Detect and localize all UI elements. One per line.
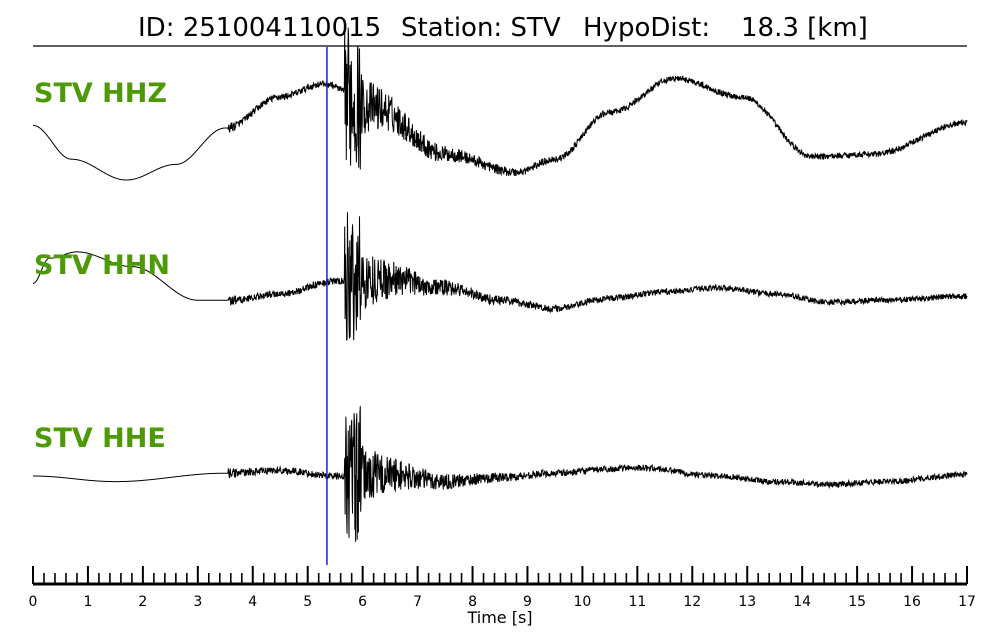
channel-labels-group: STV HHZ STV HHN STV HHE xyxy=(34,78,170,454)
tick-label-7: 7 xyxy=(413,594,422,610)
trace-stv-hhe xyxy=(33,406,968,542)
x-axis-label: Time [s] xyxy=(466,608,532,627)
traces-group xyxy=(32,24,968,542)
hypodist-label: HypoDist: xyxy=(583,13,710,43)
tick-label-0: 0 xyxy=(29,594,38,610)
tick-label-6: 6 xyxy=(358,594,367,610)
channel-label-stv-hhn: STV HHN xyxy=(34,250,170,281)
tick-label-10: 10 xyxy=(573,594,591,610)
hypodist-value: 18.3 [km] xyxy=(741,13,868,43)
tick-label-4: 4 xyxy=(248,594,257,610)
tick-label-1: 1 xyxy=(83,594,92,610)
tick-label-13: 13 xyxy=(738,594,756,610)
channel-label-stv-hhe: STV HHE xyxy=(34,423,166,454)
tick-label-15: 15 xyxy=(848,594,866,610)
tick-label-14: 14 xyxy=(793,594,811,610)
tick-label-5: 5 xyxy=(303,594,312,610)
tick-label-12: 12 xyxy=(683,594,701,610)
tick-label-3: 3 xyxy=(193,594,202,610)
event-id: ID: 251004110015 xyxy=(138,13,381,43)
channel-label-stv-hhz: STV HHZ xyxy=(34,78,167,109)
tick-label-11: 11 xyxy=(628,594,646,610)
tick-label-9: 9 xyxy=(523,594,532,610)
tick-label-8: 8 xyxy=(468,594,477,610)
tick-label-17: 17 xyxy=(958,594,976,610)
chart-title: ID: 251004110015 Station: STV HypoDist: … xyxy=(138,13,868,43)
station-name: Station: STV xyxy=(401,13,561,43)
tick-label-2: 2 xyxy=(138,594,147,610)
tick-label-16: 16 xyxy=(903,594,921,610)
trace-stv-hhn xyxy=(32,212,968,341)
trace-stv-hhz xyxy=(32,24,968,181)
